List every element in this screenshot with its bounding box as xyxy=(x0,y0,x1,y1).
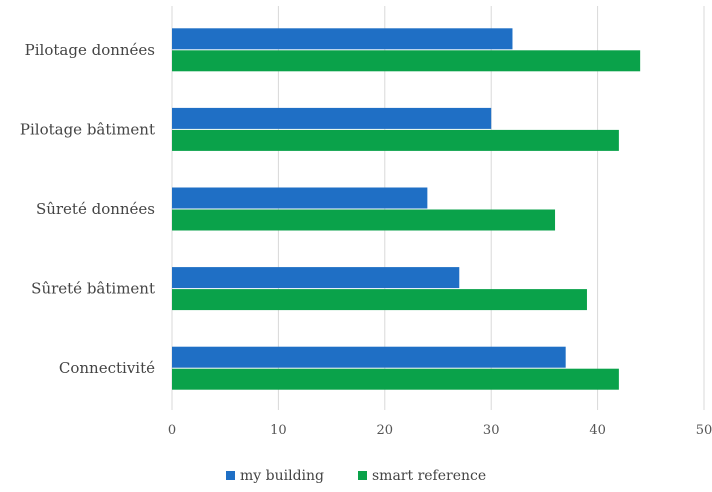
x-tick-label: 10 xyxy=(270,423,287,438)
x-tick-label: 40 xyxy=(589,423,606,438)
category-label: Sûreté bâtiment xyxy=(31,280,155,298)
x-tick-label: 20 xyxy=(377,423,394,438)
bar-my-building xyxy=(172,28,513,50)
bar-smart-reference xyxy=(172,209,556,231)
category-labels: Pilotage données Pilotage bâtiment Sûreté … xyxy=(20,41,155,377)
bar-my-building xyxy=(172,107,492,129)
x-tick-label: 30 xyxy=(483,423,500,438)
legend-label: smart reference xyxy=(372,468,486,484)
legend: my building smart reference xyxy=(226,468,486,484)
category-label: Connectivité xyxy=(59,359,155,377)
bars xyxy=(172,28,641,390)
x-tick-label: 0 xyxy=(168,423,176,438)
legend-swatch xyxy=(226,471,235,480)
bar-smart-reference xyxy=(172,50,641,72)
bar-smart-reference xyxy=(172,368,619,390)
category-label: Pilotage bâtiment xyxy=(20,120,155,138)
category-label: Sûreté données xyxy=(36,200,155,218)
bar-my-building xyxy=(172,187,428,209)
legend-label: my building xyxy=(240,468,324,484)
bar-smart-reference xyxy=(172,129,619,151)
bar-smart-reference xyxy=(172,289,587,311)
category-label: Pilotage données xyxy=(25,41,155,59)
bar-my-building xyxy=(172,267,460,289)
bar-my-building xyxy=(172,346,566,368)
legend-swatch xyxy=(358,471,367,480)
x-axis-ticks: 0 10 20 30 40 50 xyxy=(168,423,712,438)
x-tick-label: 50 xyxy=(696,423,712,438)
